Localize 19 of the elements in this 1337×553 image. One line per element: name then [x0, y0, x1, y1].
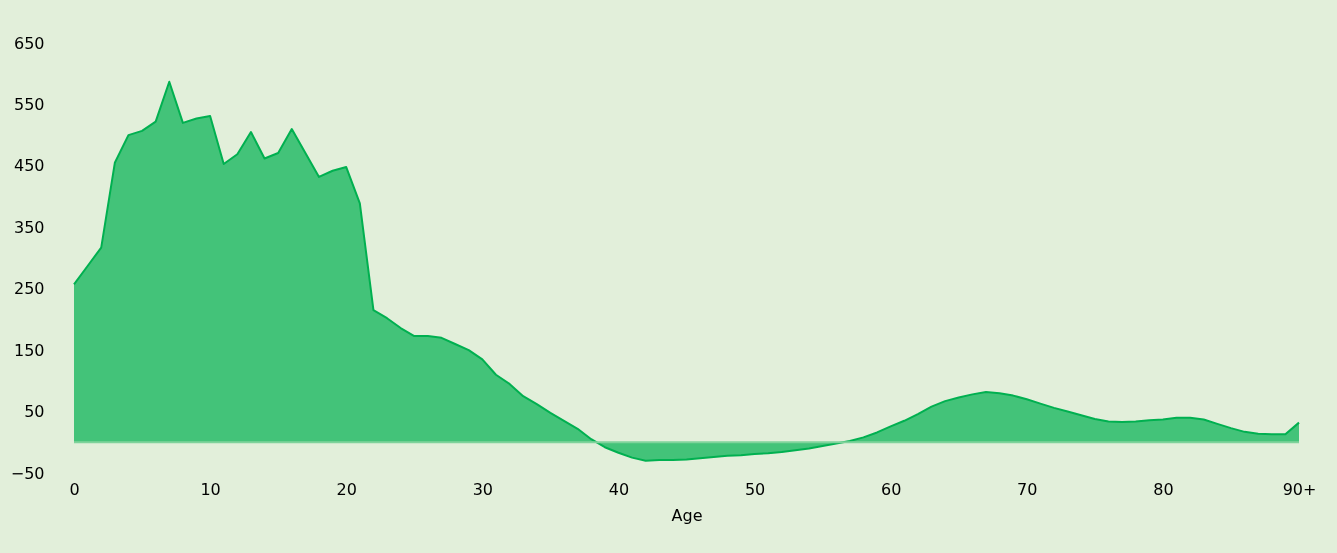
y-tick-label: 350 [13, 217, 45, 237]
x-tick-label: 30 [472, 479, 494, 499]
x-tick-label: 40 [608, 479, 630, 499]
x-tick-label: 60 [880, 479, 902, 499]
y-tick-label: 650 [13, 33, 45, 53]
x-tick-label: 0 [69, 479, 80, 499]
x-tick-label: 20 [336, 479, 357, 499]
y-tick-label: −50 [10, 463, 45, 483]
y-tick-label: 250 [13, 279, 45, 299]
x-axis-title: Age [671, 505, 703, 525]
x-tick-label: 80 [1153, 479, 1174, 499]
y-tick-label: 550 [13, 94, 45, 114]
x-tick-label: 10 [200, 479, 221, 499]
x-tick-label: 70 [1017, 479, 1038, 499]
x-tick-label: 50 [744, 479, 766, 499]
y-tick-label: 150 [13, 340, 45, 360]
y-tick-label: 50 [24, 402, 45, 422]
x-tick-label: 90+ [1282, 479, 1317, 499]
y-tick-label: 450 [13, 156, 45, 176]
